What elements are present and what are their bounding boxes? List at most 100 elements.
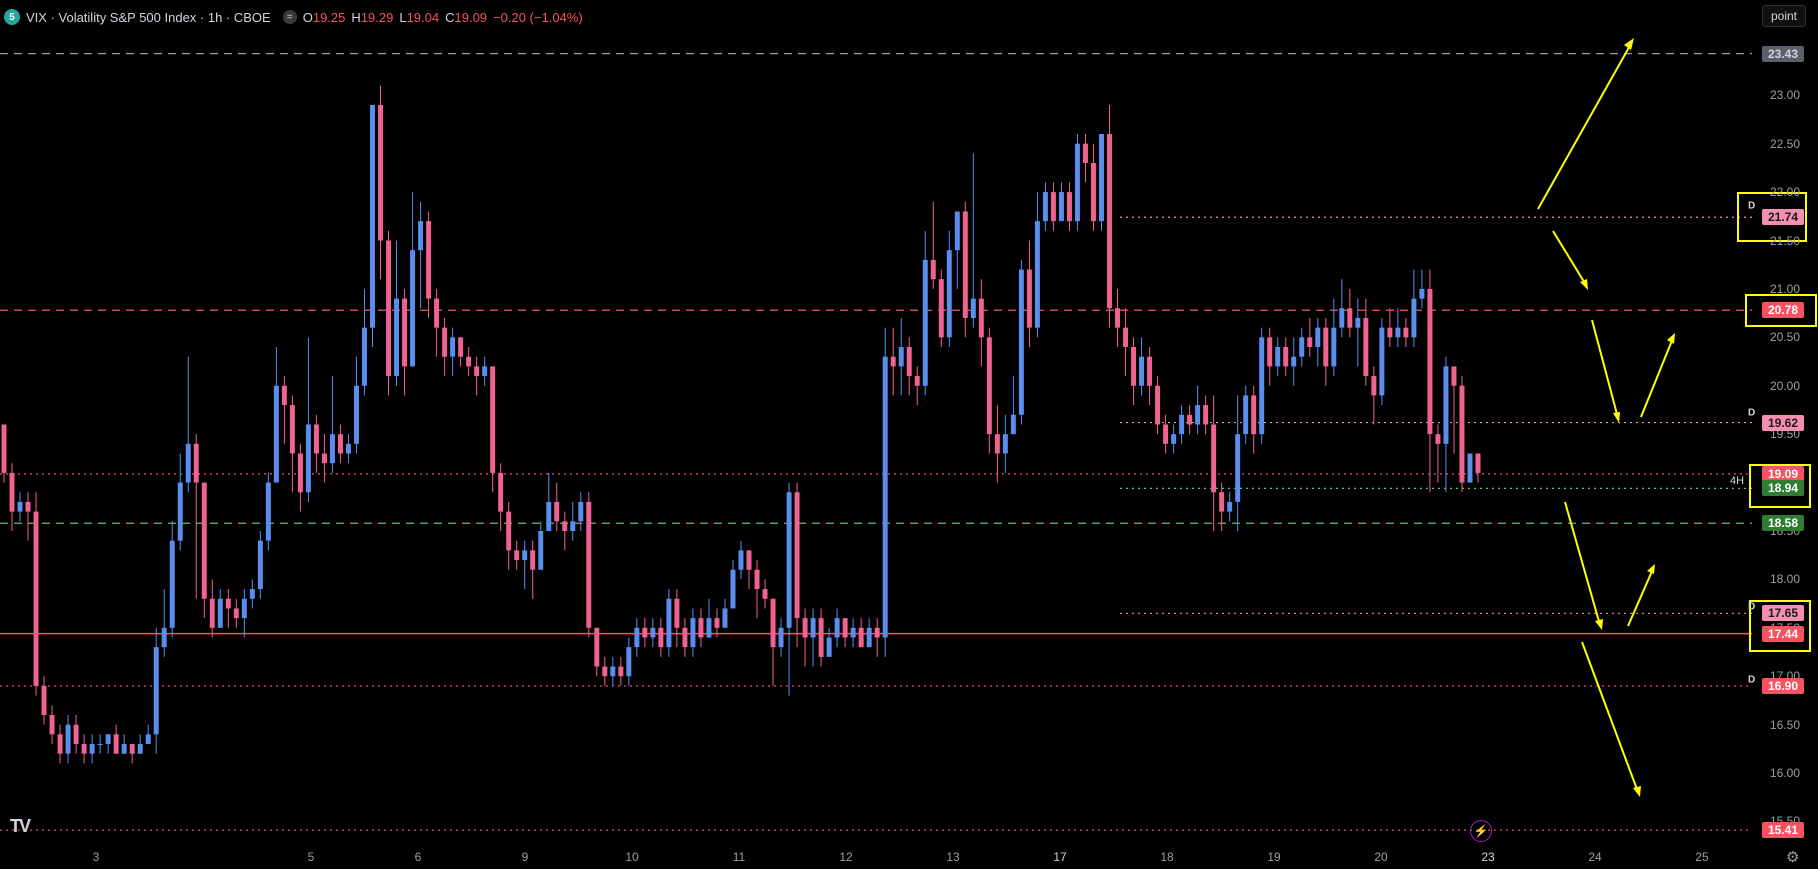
candle-body: [137, 744, 143, 754]
candle: [946, 230, 952, 348]
unit-button[interactable]: point: [1761, 5, 1806, 27]
candle: [794, 482, 800, 648]
candle: [810, 608, 816, 667]
candle-body: [1363, 317, 1369, 377]
candle-body: [89, 744, 95, 754]
candle-body: [1131, 347, 1137, 386]
candle: [786, 482, 792, 696]
candle-body: [994, 434, 1000, 454]
candle-body: [986, 337, 992, 435]
tradingview-logo[interactable]: TV: [10, 816, 31, 836]
low-label: L: [399, 9, 407, 25]
time-tick-label: 10: [625, 850, 639, 864]
candle-body: [321, 453, 327, 464]
candle-body: [410, 250, 416, 367]
candle-body: [1371, 376, 1377, 396]
candle: [906, 337, 912, 396]
candle: [297, 443, 303, 512]
price-tick-label: 21.00: [1769, 281, 1800, 296]
candle: [305, 337, 311, 502]
candle: [538, 521, 544, 570]
candle: [362, 288, 367, 396]
candle: [1283, 337, 1289, 377]
candle: [337, 424, 343, 464]
candle-body: [217, 598, 223, 628]
candle: [1058, 182, 1064, 222]
candle-body: [1259, 337, 1265, 435]
candle-body: [1187, 414, 1193, 425]
candle: [153, 627, 159, 754]
candle-body: [482, 366, 488, 377]
candle-body: [113, 734, 119, 754]
candle-body: [1171, 434, 1177, 444]
candle: [1090, 143, 1096, 231]
equals-icon[interactable]: =: [282, 10, 297, 24]
candle-body: [930, 259, 936, 280]
price-tick-label: 20.50: [1769, 330, 1800, 345]
candle: [209, 579, 215, 638]
candle-body: [129, 744, 135, 754]
candle-body: [1034, 221, 1040, 328]
time-tick-label: 18: [1160, 850, 1174, 864]
candle: [602, 656, 608, 686]
candle-body: [890, 356, 896, 367]
candle: [1155, 376, 1161, 435]
arrow-up-from-1744-head: [1647, 564, 1655, 574]
candle: [722, 598, 728, 628]
candle-body: [1419, 288, 1425, 299]
candle-body: [898, 347, 904, 367]
candle: [570, 501, 576, 541]
candle: [313, 414, 319, 473]
candle-body: [105, 734, 111, 745]
price-tick-label: 23.00: [1769, 88, 1800, 103]
candle: [978, 279, 984, 367]
candle-body: [145, 734, 151, 745]
chart-title[interactable]: VIX · Volatility S&P 500 Index · 1h · CB…: [26, 9, 271, 25]
candle: [890, 327, 896, 396]
candle: [442, 317, 448, 377]
price-label: 15.41: [1762, 822, 1804, 839]
candle: [65, 714, 71, 764]
candle: [370, 104, 375, 348]
candle-body: [1307, 337, 1313, 348]
candle-body: [642, 627, 648, 638]
high-value: 19.29: [360, 9, 394, 25]
arrow-up-to-23: [1537, 41, 1633, 210]
candle-body: [233, 608, 239, 619]
candle: [594, 627, 600, 677]
candle-body: [1411, 298, 1417, 338]
candle: [634, 618, 640, 657]
candle-body: [938, 279, 944, 338]
candle: [113, 724, 119, 754]
candle-body: [506, 511, 512, 551]
candle-body: [874, 627, 880, 638]
candle-body: [1283, 347, 1289, 367]
candle-body: [738, 550, 744, 570]
candle: [962, 201, 968, 338]
candle-body: [362, 327, 367, 386]
candle: [1275, 337, 1281, 377]
candle: [802, 608, 808, 667]
candle: [546, 472, 552, 531]
candle: [914, 366, 920, 406]
candle-body: [666, 598, 672, 648]
time-tick-label: 23: [1481, 850, 1495, 864]
settings-gear-icon[interactable]: ⚙: [1786, 849, 1800, 866]
candle: [1395, 308, 1401, 348]
candle: [378, 85, 383, 280]
lightning-icon[interactable]: ⚡: [1470, 820, 1492, 842]
candle: [281, 376, 287, 444]
candle: [490, 366, 496, 493]
candle-body: [618, 666, 624, 677]
arrow-annotations: [1537, 38, 1675, 797]
candle-body: [1243, 395, 1249, 435]
candle-body: [466, 356, 472, 367]
candle-body: [794, 492, 800, 619]
candle-body: [946, 250, 952, 338]
candle: [410, 192, 416, 367]
candle: [426, 211, 432, 318]
candle-body: [746, 550, 752, 570]
candle: [1267, 327, 1273, 386]
candle-body: [1323, 327, 1329, 367]
